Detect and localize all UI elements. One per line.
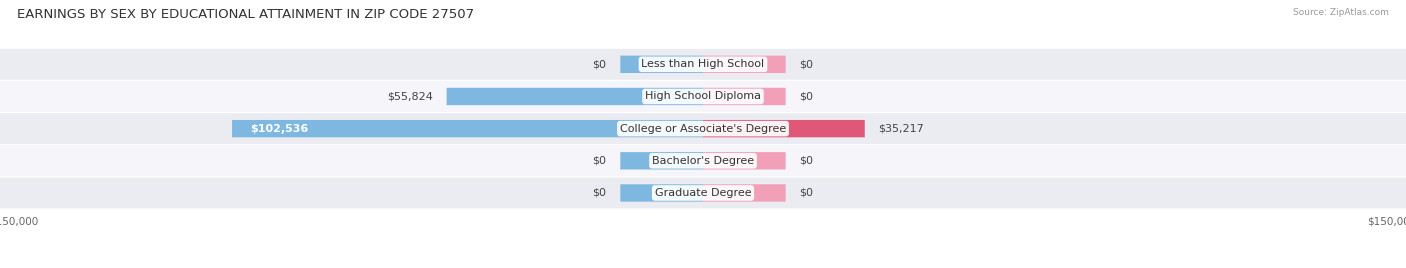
FancyBboxPatch shape xyxy=(447,88,703,105)
Text: $0: $0 xyxy=(800,59,814,69)
FancyBboxPatch shape xyxy=(0,49,1406,80)
FancyBboxPatch shape xyxy=(620,56,703,73)
Text: $35,217: $35,217 xyxy=(879,124,924,134)
FancyBboxPatch shape xyxy=(703,120,865,137)
FancyBboxPatch shape xyxy=(620,152,703,169)
Text: $0: $0 xyxy=(800,91,814,102)
FancyBboxPatch shape xyxy=(703,56,786,73)
Text: EARNINGS BY SEX BY EDUCATIONAL ATTAINMENT IN ZIP CODE 27507: EARNINGS BY SEX BY EDUCATIONAL ATTAINMEN… xyxy=(17,8,474,21)
FancyBboxPatch shape xyxy=(0,81,1406,112)
FancyBboxPatch shape xyxy=(0,113,1406,144)
Text: $0: $0 xyxy=(800,188,814,198)
Text: Graduate Degree: Graduate Degree xyxy=(655,188,751,198)
FancyBboxPatch shape xyxy=(703,88,786,105)
FancyBboxPatch shape xyxy=(0,145,1406,176)
Text: Less than High School: Less than High School xyxy=(641,59,765,69)
Text: $0: $0 xyxy=(800,156,814,166)
Text: Bachelor's Degree: Bachelor's Degree xyxy=(652,156,754,166)
FancyBboxPatch shape xyxy=(620,184,703,202)
Text: $0: $0 xyxy=(592,156,606,166)
FancyBboxPatch shape xyxy=(0,177,1406,209)
Text: $55,824: $55,824 xyxy=(387,91,433,102)
Text: $0: $0 xyxy=(592,59,606,69)
FancyBboxPatch shape xyxy=(703,152,786,169)
FancyBboxPatch shape xyxy=(232,120,703,137)
Text: College or Associate's Degree: College or Associate's Degree xyxy=(620,124,786,134)
Text: High School Diploma: High School Diploma xyxy=(645,91,761,102)
Text: $0: $0 xyxy=(592,188,606,198)
Text: $102,536: $102,536 xyxy=(250,124,309,134)
FancyBboxPatch shape xyxy=(703,184,786,202)
Text: Source: ZipAtlas.com: Source: ZipAtlas.com xyxy=(1294,8,1389,17)
